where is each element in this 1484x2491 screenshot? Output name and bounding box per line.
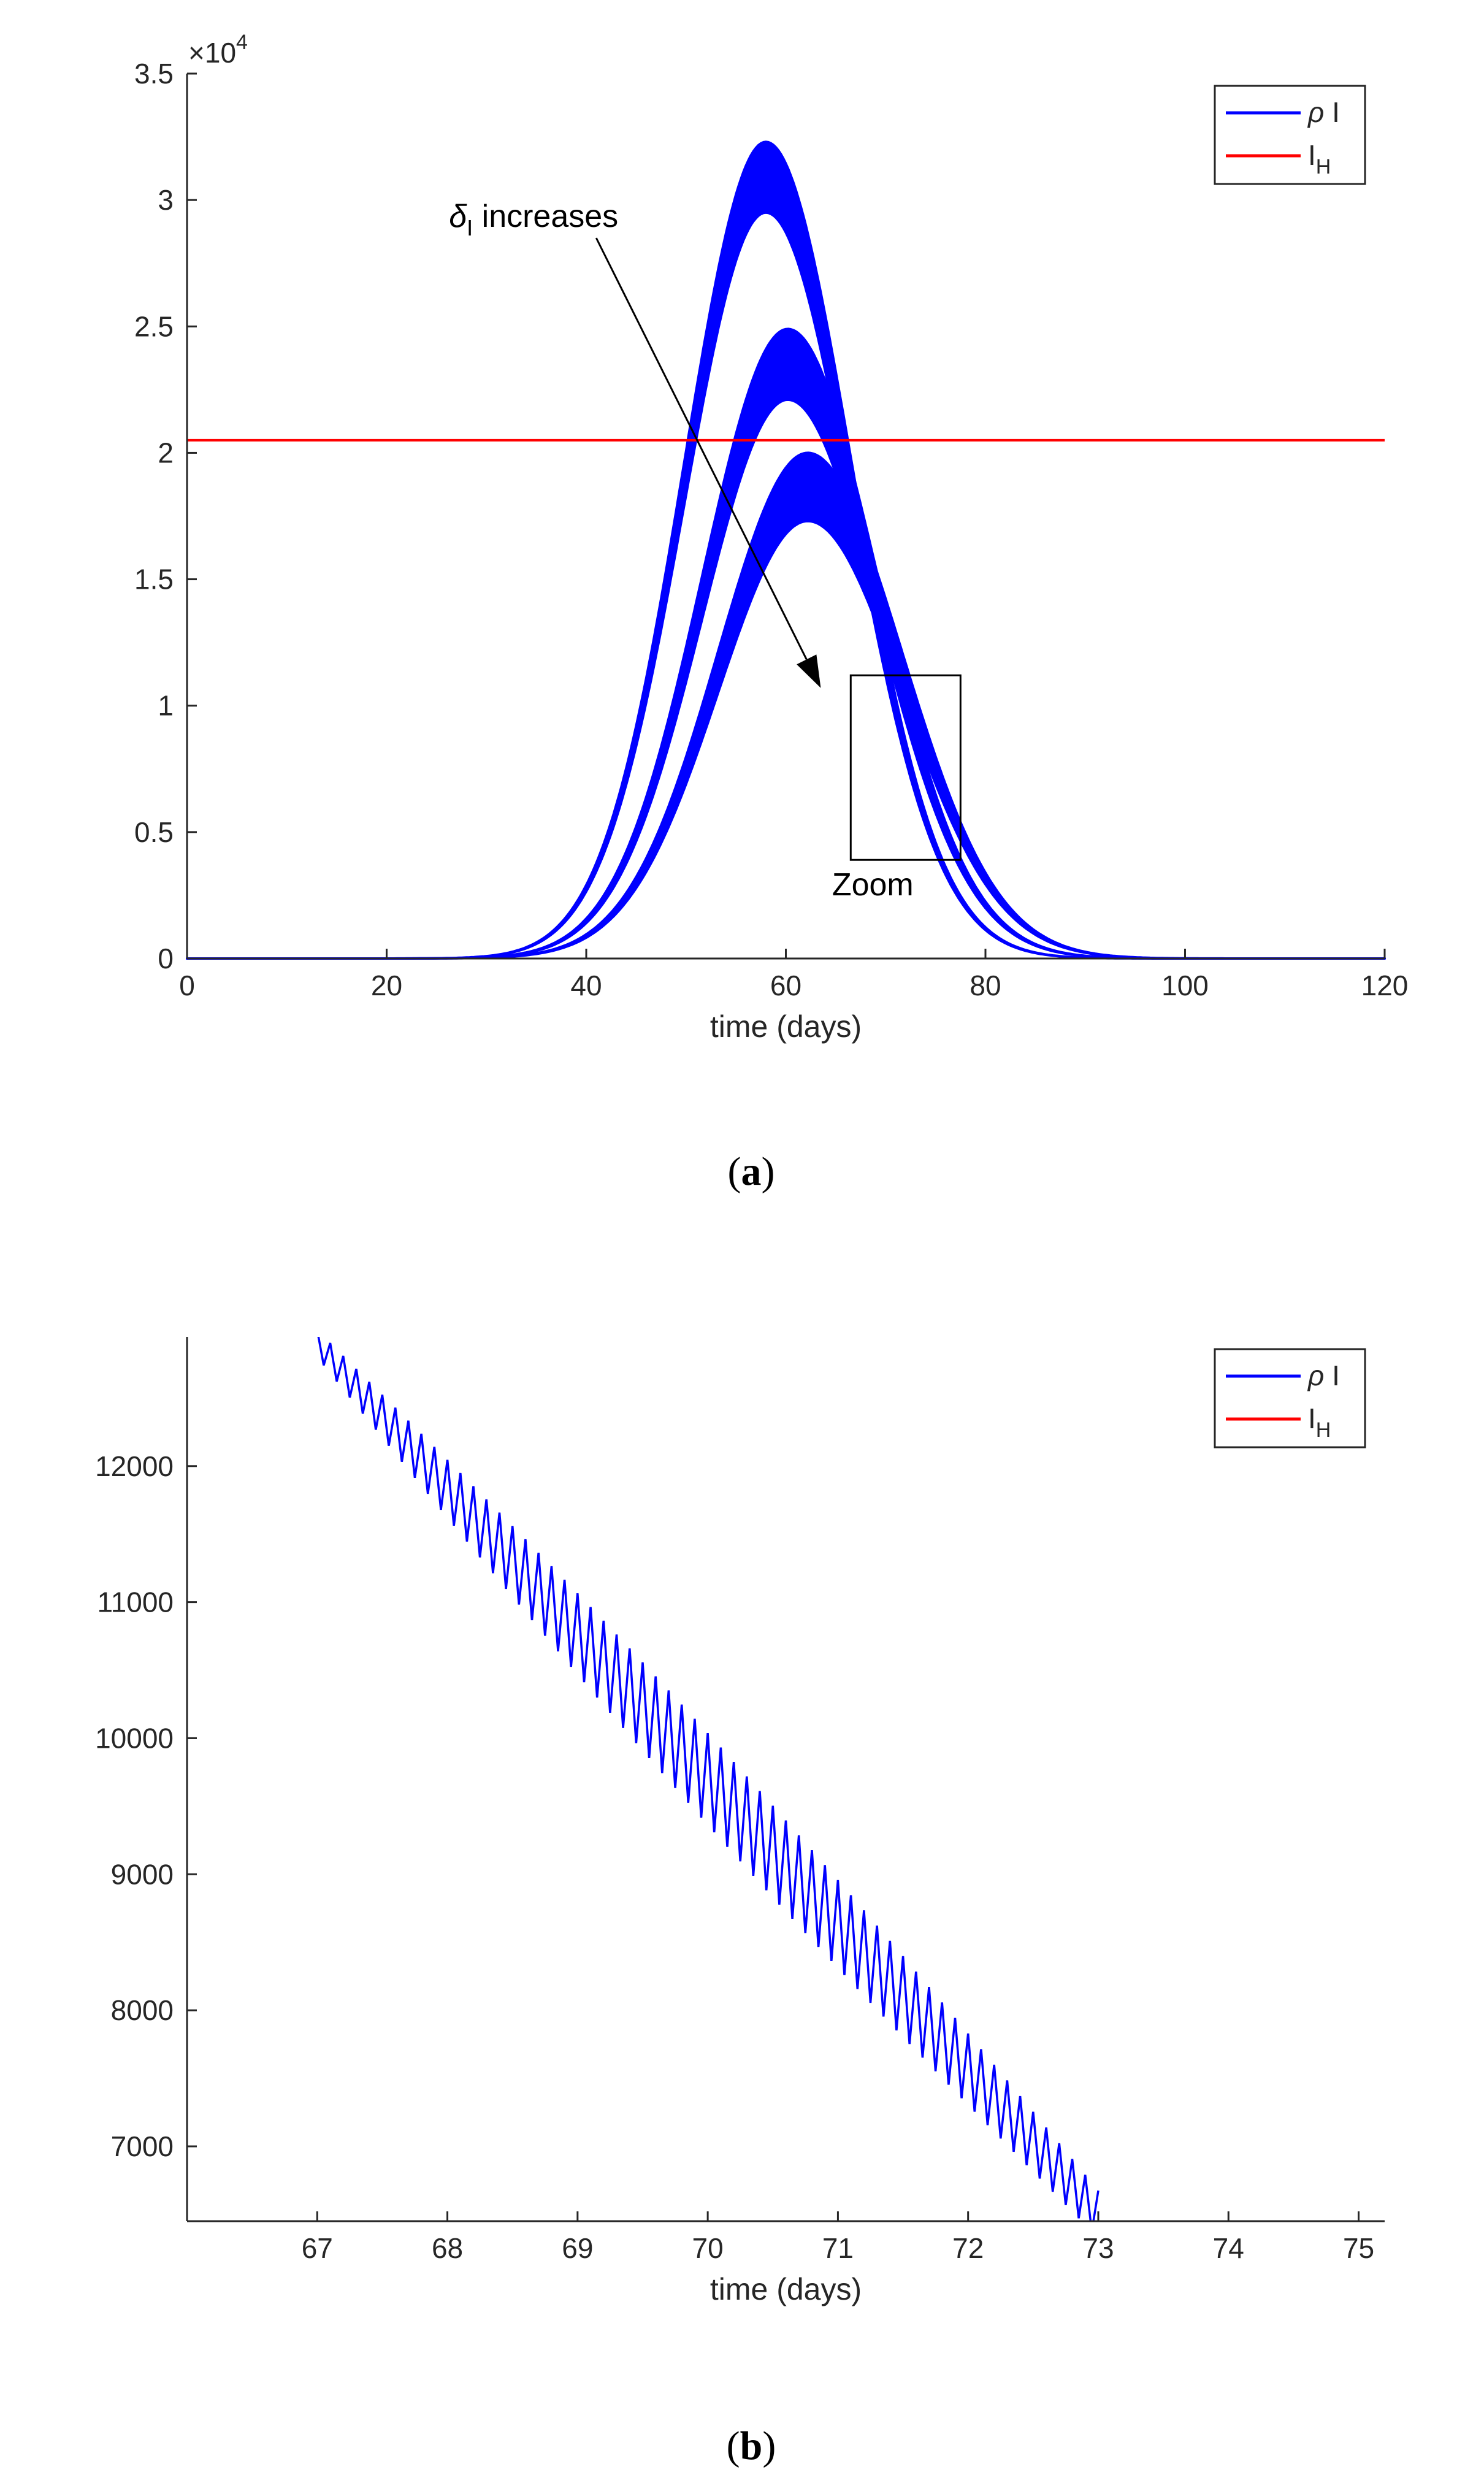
panel-a-arrow-label-sub: I [467, 215, 473, 240]
panel-a-caption-letter: a [741, 1149, 762, 1194]
panel-a-arrow-label-delta: δ [449, 199, 467, 234]
panel-a-y-multiplier-base: ×10 [188, 37, 236, 69]
panel-b-caption-letter: b [740, 2424, 763, 2468]
panel-b-xtick-label: 75 [1343, 2232, 1374, 2264]
panel-b-ytick-label: 9000 [111, 1858, 174, 1890]
panel-b-ytick-label: 12000 [95, 1450, 174, 1482]
panel-a-legend-label: ρ I [1307, 96, 1340, 128]
panel-b-legend-box [1214, 1348, 1366, 1448]
panel-a-legend-label: IH [1308, 139, 1331, 178]
panel-a-arrow-head [797, 654, 821, 688]
panel-b-ticks: 67 68 69 70 71 72 73 74 75 7000 8000 9000 10000 11000… [95, 1450, 1374, 2264]
panel-b-ytick-label: 8000 [111, 1994, 174, 2026]
panel-b-xtick-label: 72 [952, 2232, 984, 2264]
panel-a-ytick-label: 3 [158, 184, 174, 216]
panel-a-y-multiplier-exponent: 4 [236, 31, 248, 54]
panel-a-xtick-label: 40 [570, 970, 602, 1001]
panel-b-legend: ρ I IH [1214, 1348, 1366, 1448]
panel-b-xtick-label: 71 [822, 2232, 854, 2264]
panel-b-xtick-label: 68 [432, 2232, 463, 2264]
panel-a-xtick-label: 60 [770, 970, 801, 1001]
panel-b-xtick-label: 69 [562, 2232, 593, 2264]
panel-a-plot-area [186, 140, 1386, 960]
panel-a-ytick-label: 0 [158, 943, 174, 974]
panel-a-ticks: 0 20 40 60 80 100 120 0 0.5 1 1.5 2 2.5 3 3.5 [134, 58, 1408, 1001]
panel-a-rho-i-band-3 [186, 451, 1386, 960]
panel-b-legend-label: ρ I [1307, 1360, 1340, 1391]
panel-a-ytick-label: 1 [158, 690, 174, 722]
panel-a-xtick-label: 20 [371, 970, 402, 1001]
panel-b-ytick-label: 10000 [95, 1722, 174, 1754]
panel-a-rho-i-band-1 [186, 140, 1386, 960]
panel-b-chart: 67 68 69 70 71 72 73 74 75 7000 8000 9000 10000 11000… [95, 1337, 1385, 2468]
panel-b-legend-label: IH [1308, 1402, 1331, 1442]
panel-a-xtick-label: 100 [1161, 970, 1209, 1001]
panel-b-axes [186, 1337, 1385, 2222]
panel-b-ytick-label: 11000 [97, 1586, 174, 1618]
panel-a-legend: ρ I IH [1214, 85, 1366, 185]
panel-a-xtick-label: 120 [1361, 970, 1409, 1001]
panel-b-xtick-label: 67 [302, 2232, 333, 2264]
panel-b-xtick-label: 70 [692, 2232, 724, 2264]
panel-a-ytick-label: 0.5 [134, 816, 174, 848]
panel-a-ytick-label: 1.5 [134, 564, 174, 595]
panel-a-xtick-label: 80 [970, 970, 1001, 1001]
panel-a-xtick-label: 0 [179, 970, 195, 1001]
panel-b-ytick-label: 7000 [111, 2130, 174, 2162]
panel-a-arrow-label-rest: increases [473, 199, 618, 234]
panel-a-annotation: δI increases Zoom [449, 199, 962, 903]
panel-a-legend-box [1214, 85, 1366, 185]
panel-a-ytick-label: 2 [158, 437, 174, 469]
panel-a-ytick-label: 2.5 [134, 310, 174, 342]
panel-a-rho-i-band-2 [186, 327, 1386, 960]
panel-a-zoom-box [849, 674, 962, 861]
panel-a-arrow-label: δI increases [449, 199, 618, 240]
panel-a-zoom-label: Zoom [832, 867, 914, 903]
panel-a-x-axis-label: time (days) [710, 1009, 862, 1044]
panel-b-x-axis-label: time (days) [710, 2272, 862, 2306]
panel-b-xtick-label: 74 [1213, 2232, 1244, 2264]
panel-a-y-multiplier: ×104 [188, 31, 248, 69]
panel-b-plot-area [317, 1337, 1100, 2221]
panel-a-caption: (a) [728, 1149, 775, 1194]
panel-a-chart: 0 20 40 60 80 100 120 0 0.5 1 1.5 2 2.5 3 3.5 time (da… [134, 31, 1408, 1194]
panel-b-xtick-label: 73 [1082, 2232, 1114, 2264]
panel-b-rho-i-line [317, 1337, 1100, 2221]
panel-a-ytick-label: 3.5 [134, 58, 174, 90]
panel-b-caption: (b) [727, 2424, 776, 2468]
panel-a-arrow-shaft [595, 237, 808, 660]
